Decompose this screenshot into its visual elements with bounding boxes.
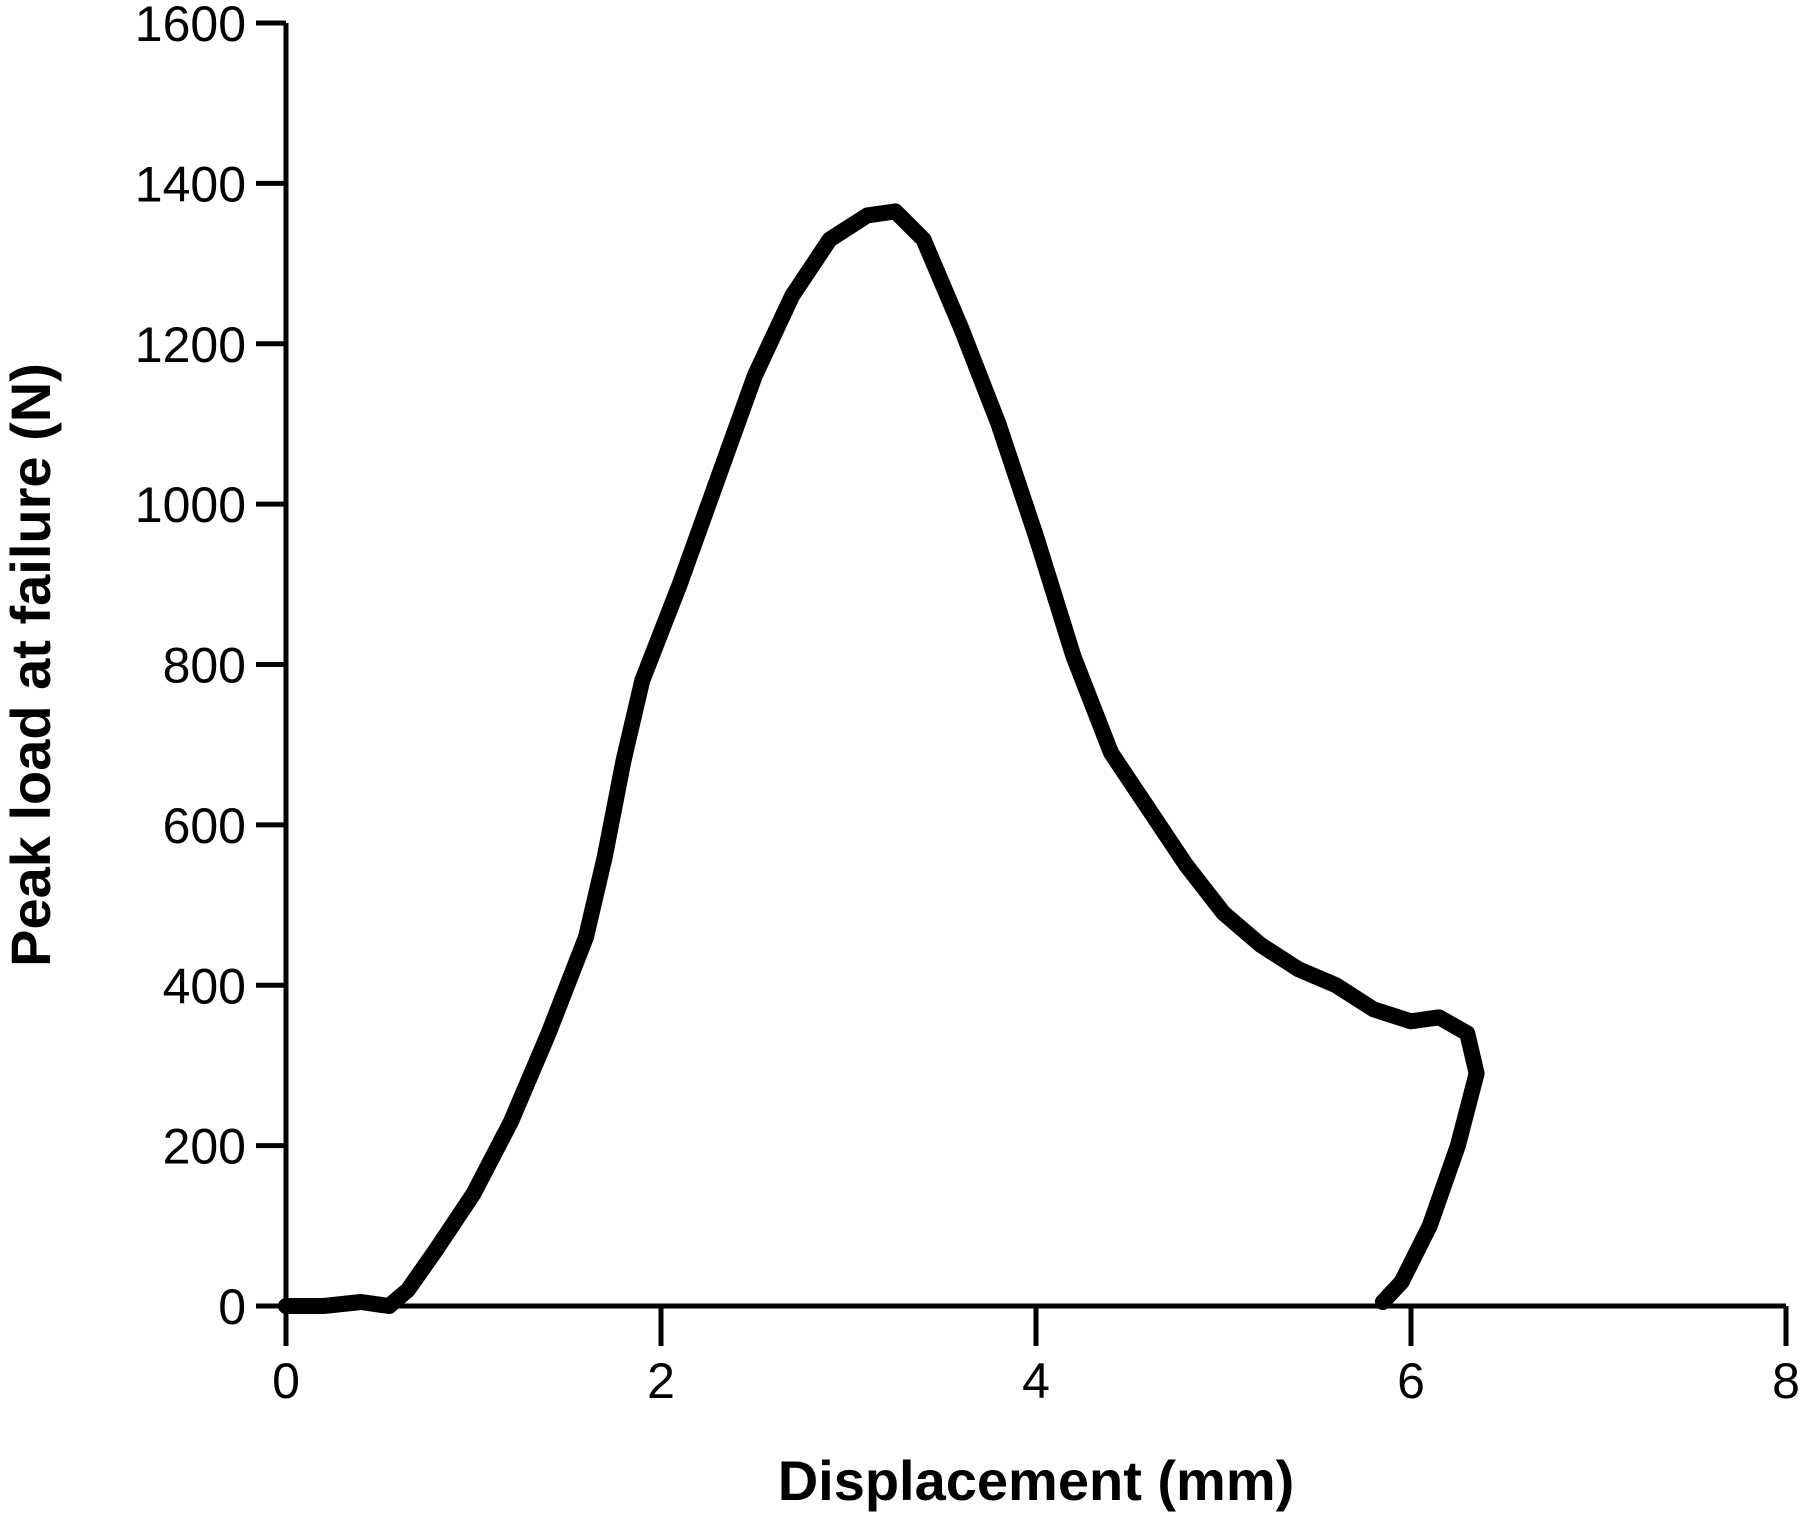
data-line xyxy=(278,203,1485,1314)
y-tick-label: 200 xyxy=(163,1119,246,1175)
x-tick-label: 2 xyxy=(647,1353,675,1409)
y-tick-label: 1200 xyxy=(135,317,246,373)
y-tick-label: 800 xyxy=(163,638,246,694)
y-tick-label: 1400 xyxy=(135,156,246,212)
y-tick-label: 1600 xyxy=(135,0,246,52)
y-tick-label: 0 xyxy=(218,1279,246,1335)
x-tick-label: 0 xyxy=(272,1353,300,1409)
y-tick-label: 400 xyxy=(163,958,246,1014)
y-tick-label: 1000 xyxy=(135,477,246,533)
x-axis-title: Displacement (mm) xyxy=(778,1449,1295,1512)
x-tick-label: 6 xyxy=(1397,1353,1425,1409)
y-tick-label: 600 xyxy=(163,798,246,854)
x-tick-label: 8 xyxy=(1772,1353,1800,1409)
y-axis-title: Peak load at failure (N) xyxy=(0,363,62,967)
x-tick-label: 4 xyxy=(1022,1353,1050,1409)
